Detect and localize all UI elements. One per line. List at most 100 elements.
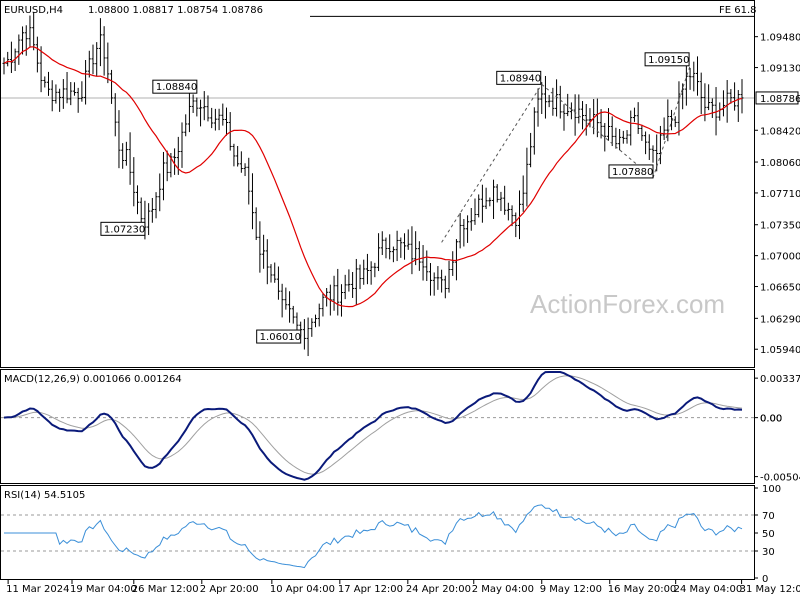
annotation-box	[152, 79, 198, 94]
ohlc-bar	[399, 237, 403, 258]
annotation-box	[256, 329, 302, 344]
x-tick-label: 24 May 04:00	[674, 584, 743, 595]
macd-y-tick-label: 0.00	[760, 414, 782, 425]
macd-layer	[1, 371, 754, 481]
annotation-text: 1.07880	[612, 167, 653, 178]
macd-signal-line	[4, 375, 743, 475]
price-annotation: 1.06010	[256, 329, 302, 344]
ohlc-bar	[202, 91, 206, 121]
ohlc-bar	[447, 260, 451, 293]
ohlc-bar	[273, 262, 277, 283]
rsi-y-tick-label: 30	[762, 547, 775, 558]
ohlc-bar	[733, 82, 737, 111]
ohlc-bar	[228, 112, 232, 151]
ohlc-bar	[276, 266, 280, 300]
ohlc-bar	[499, 191, 503, 212]
ohlc-bar	[636, 102, 640, 134]
x-tick-label: 2 May 04:00	[472, 584, 534, 595]
y-tick-label: 1.09130	[760, 64, 800, 75]
ohlc-bar	[310, 318, 314, 337]
ohlc-bar	[87, 50, 91, 78]
ohlc-bar	[391, 246, 395, 263]
ohlc-bar	[684, 62, 688, 106]
ohlc-bar	[65, 71, 69, 104]
ohlc-bar	[199, 99, 203, 127]
ohlc-bar	[384, 237, 388, 259]
fibonacci-label: FE 61.8	[719, 5, 757, 16]
moving-average-line	[3, 46, 743, 308]
ohlc-bar	[32, 11, 36, 51]
y-tick-label: 1.06290	[760, 314, 800, 325]
ohlc-bar	[358, 264, 362, 290]
ohlc-bar	[577, 94, 581, 124]
ohlc-bar	[618, 128, 622, 151]
ohlc-bar	[443, 275, 447, 299]
ohlc-bar	[54, 84, 58, 104]
ohlc-bar	[243, 163, 247, 177]
ohlc-bar	[506, 202, 510, 221]
ohlc-bar	[692, 61, 696, 92]
rsi-y-tick-label: 100	[762, 484, 781, 495]
ohlc-bar	[347, 269, 351, 292]
ohlc-bar	[339, 284, 343, 317]
ohlc-bar	[187, 89, 191, 133]
ohlc-bar	[740, 79, 744, 114]
ohlc-bar	[410, 226, 414, 275]
ohlc-bar	[492, 179, 496, 219]
ohlc-bar	[632, 107, 636, 122]
ohlc-bar	[39, 46, 43, 93]
ohlc-bar	[380, 231, 384, 256]
ohlc-bar	[640, 124, 644, 141]
ohlc-bar	[417, 241, 421, 271]
ohlc-bar	[262, 234, 266, 269]
price-panel[interactable]	[0, 0, 755, 368]
ohlc-bar	[532, 107, 536, 155]
ohlc-bar	[555, 79, 559, 117]
ohlc-bar	[362, 259, 366, 285]
ohlc-bar	[510, 205, 514, 227]
panel-frames	[0, 0, 755, 580]
ohlc-bar	[406, 229, 410, 250]
ohlc-bar	[562, 104, 566, 131]
ohlc-bar	[191, 94, 195, 113]
rsi-panel[interactable]	[0, 485, 755, 580]
ohlc-bar	[258, 221, 262, 273]
ohlc-bar	[236, 146, 240, 167]
ohlc-bar	[17, 34, 21, 65]
rsi-y-tick-label: 50	[762, 529, 775, 540]
price-annotation: 1.08840	[152, 79, 198, 94]
ohlc-bar	[451, 251, 455, 276]
ohlc-bar	[714, 87, 718, 136]
ohlc-bar	[302, 319, 306, 350]
ohlc-bar	[521, 175, 525, 212]
ohlc-bar	[695, 56, 699, 96]
x-tick-label: 11 Mar 2024	[6, 584, 69, 595]
ohlc-bar	[588, 108, 592, 128]
ohlc-bar	[291, 305, 295, 324]
annotation-box	[608, 164, 654, 179]
ohlc-bar	[269, 264, 273, 283]
ohlc-bar	[525, 147, 529, 207]
ohlc-bar	[321, 292, 325, 317]
ohlc-bar	[306, 317, 310, 357]
ohlc-bar	[473, 198, 477, 225]
ohlc-bar	[566, 93, 570, 117]
ohlc-bar	[388, 234, 392, 260]
ohlc-bar	[547, 94, 551, 108]
ohlc-bar	[558, 85, 562, 119]
ohlc-bar	[436, 266, 440, 290]
ohlc-bar	[477, 194, 481, 218]
ohlc-bar	[213, 108, 217, 131]
ohlc-bar	[662, 117, 666, 140]
price-layer: 1.08840 1.07230 1.06010 1.08940 1.07880 1.091…	[1, 11, 754, 357]
macd-panel[interactable]	[0, 369, 755, 484]
ohlc-bar	[180, 122, 184, 168]
ohlc-bar	[710, 98, 714, 118]
ohlc-bar	[610, 116, 614, 147]
ohlc-bar	[658, 125, 662, 165]
ohlc-bar	[35, 36, 39, 73]
ohlc-bar	[147, 203, 151, 236]
ohlc-bar	[484, 187, 488, 210]
price-annotation: 1.07230	[100, 221, 146, 236]
ohlc-bar	[599, 109, 603, 139]
